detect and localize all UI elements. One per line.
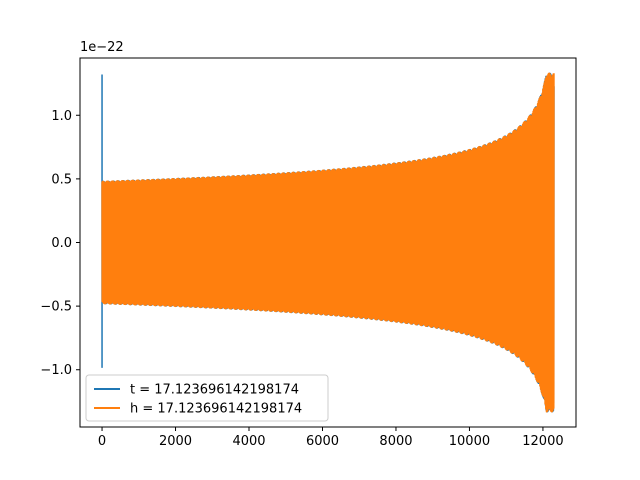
- series-line-h: [101, 72, 555, 413]
- legend-entry: h = 17.123696142198174: [130, 402, 302, 417]
- x-tick-label: 4000: [232, 434, 265, 449]
- x-tick-label: 0: [98, 434, 106, 449]
- y-tick-label: 0.5: [51, 172, 72, 187]
- x-tick-label: 10000: [449, 434, 490, 449]
- x-tick-label: 6000: [306, 434, 339, 449]
- legend-entry: t = 17.123696142198174: [130, 383, 299, 398]
- x-tick-label: 8000: [379, 434, 412, 449]
- x-tick-label: 12000: [522, 434, 563, 449]
- x-tick-label: 2000: [159, 434, 192, 449]
- x-axis: 0 2000 4000 6000 8000 10000 12000: [98, 427, 564, 449]
- series-group: [101, 72, 555, 413]
- y-tick-label: −1.0: [40, 363, 72, 378]
- y-tick-label: 1.0: [51, 109, 72, 124]
- y-axis: −1.0 −0.5 0.0 0.5 1.0: [40, 109, 80, 378]
- y-tick-label: −0.5: [40, 300, 72, 315]
- legend: t = 17.123696142198174 h = 17.12369614219…: [85, 374, 329, 422]
- y-offset-label: 1e−22: [80, 40, 124, 55]
- y-tick-label: 0.0: [51, 236, 72, 251]
- legend-box: [85, 374, 329, 422]
